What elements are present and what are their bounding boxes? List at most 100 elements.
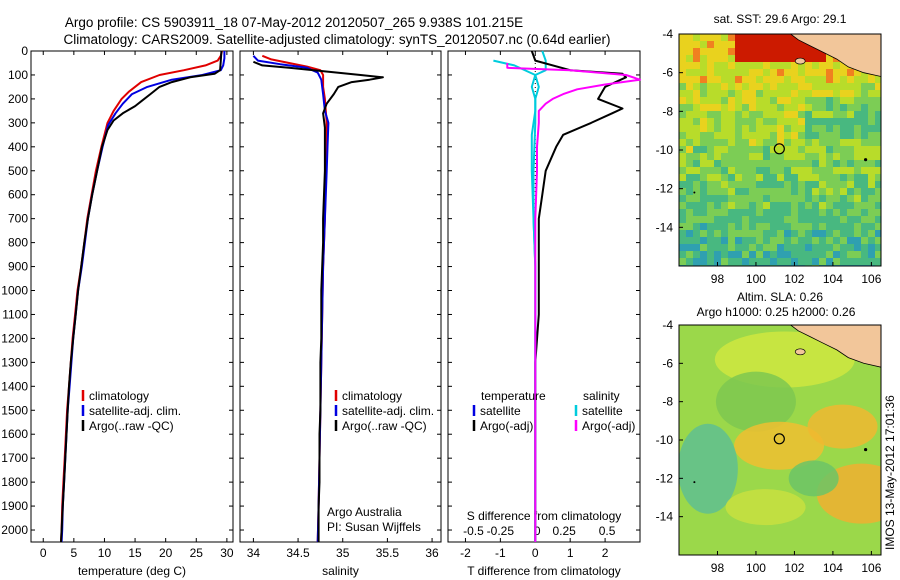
sst-cell <box>868 139 875 146</box>
legend-label: Argo(-adj) <box>582 419 635 433</box>
sst-cell <box>742 230 749 237</box>
sst-cell <box>700 174 707 181</box>
sst-cell <box>679 230 686 237</box>
sst-cell <box>868 202 875 209</box>
sst-cell <box>784 181 791 188</box>
sla-blob <box>725 489 806 526</box>
sst-cell <box>770 216 777 223</box>
sst-cell <box>854 167 861 174</box>
sst-cell <box>819 125 826 132</box>
sst-cell <box>700 188 707 195</box>
sst-cell <box>770 90 777 97</box>
sst-cell <box>679 62 686 69</box>
sst-cell <box>840 111 847 118</box>
sst-cell <box>735 237 742 244</box>
sst-cell <box>826 258 833 265</box>
sst-cell <box>805 237 812 244</box>
sst-cell <box>791 202 798 209</box>
sst-cell <box>686 69 693 76</box>
sst-cell <box>707 202 714 209</box>
sst-cell <box>679 174 686 181</box>
sst-cell <box>798 125 805 132</box>
sst-cell <box>833 181 840 188</box>
sst-cell <box>749 76 756 83</box>
sst-cell <box>770 41 777 48</box>
sst-cell <box>840 237 847 244</box>
sst-cell <box>833 230 840 237</box>
sst-cell <box>791 104 798 111</box>
sst-cell <box>847 244 854 251</box>
sst-cell <box>756 174 763 181</box>
sst-cell <box>749 55 756 62</box>
sst-cell <box>714 76 721 83</box>
sst-cell <box>707 251 714 258</box>
sst-cell <box>868 216 875 223</box>
sst-cell <box>707 244 714 251</box>
sst-cell <box>840 146 847 153</box>
sst-cell <box>735 181 742 188</box>
sst-cell <box>679 55 686 62</box>
sst-cell <box>819 188 826 195</box>
sst-cell <box>854 146 861 153</box>
sst-cell <box>826 146 833 153</box>
sst-cell <box>826 111 833 118</box>
sst-cell <box>728 41 735 48</box>
sst-cell <box>763 223 770 230</box>
sst-cell <box>833 97 840 104</box>
sst-cell <box>847 139 854 146</box>
sst-cell <box>770 258 777 265</box>
sst-cell <box>833 244 840 251</box>
sst-cell <box>735 195 742 202</box>
sst-cell <box>812 237 819 244</box>
sst-cell <box>784 48 791 55</box>
sst-cell <box>763 216 770 223</box>
sst-cell <box>847 223 854 230</box>
sst-cell <box>707 55 714 62</box>
sst-cell <box>707 76 714 83</box>
sst-cell <box>770 153 777 160</box>
sst-cell <box>728 132 735 139</box>
sst-cell <box>693 202 700 209</box>
sla-blob <box>679 423 738 514</box>
sst-cell <box>826 118 833 125</box>
sst-cell <box>805 104 812 111</box>
sst-cell <box>770 160 777 167</box>
sst-cell <box>679 181 686 188</box>
sst-cell <box>854 251 861 258</box>
sst-cell <box>868 174 875 181</box>
sst-cell <box>868 251 875 258</box>
sst-cell <box>819 132 826 139</box>
sst-cell <box>798 202 805 209</box>
sst-cell <box>770 55 777 62</box>
sst-cell <box>861 181 868 188</box>
sst-cell <box>868 118 875 125</box>
sst-cell <box>861 76 868 83</box>
sst-cell <box>805 216 812 223</box>
sst-cell <box>735 146 742 153</box>
sst-cell <box>728 125 735 132</box>
sst-cell <box>686 139 693 146</box>
sst-cell <box>679 139 686 146</box>
sst-cell <box>721 90 728 97</box>
sst-cell <box>777 139 784 146</box>
sst-cell <box>728 146 735 153</box>
sst-cell <box>791 244 798 251</box>
sst-cell <box>700 97 707 104</box>
sst-cell <box>686 34 693 41</box>
sst-cell <box>721 209 728 216</box>
sst-cell <box>707 41 714 48</box>
sst-cell <box>714 111 721 118</box>
sst-cell <box>714 216 721 223</box>
sst-cell <box>686 104 693 111</box>
sst-cell <box>868 188 875 195</box>
sst-cell <box>679 104 686 111</box>
sst-cell <box>805 132 812 139</box>
sst-cell <box>707 258 714 265</box>
sst-cell <box>791 209 798 216</box>
sst-cell <box>847 181 854 188</box>
sst-cell <box>840 202 847 209</box>
sst-cell <box>700 90 707 97</box>
sst-cell <box>847 195 854 202</box>
sst-cell <box>714 209 721 216</box>
sst-cell <box>798 195 805 202</box>
